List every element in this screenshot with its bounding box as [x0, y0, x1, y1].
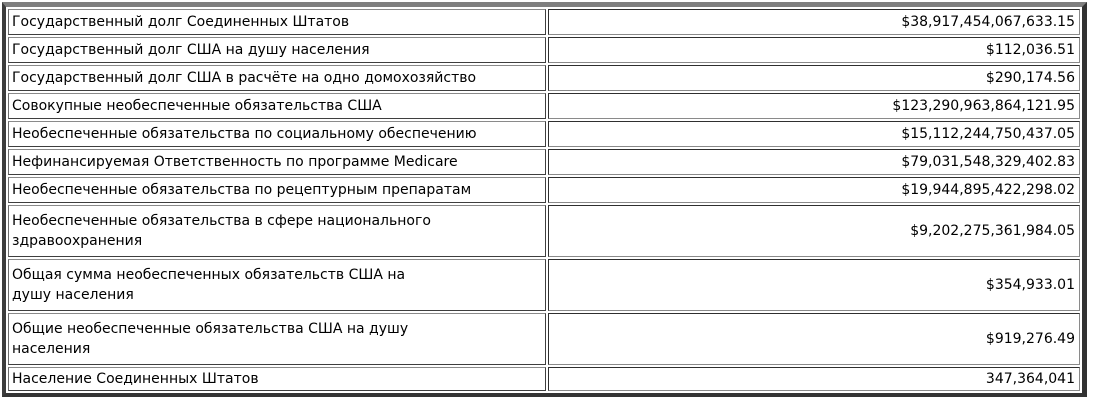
- row-value: $112,036.51: [548, 37, 1080, 63]
- table-row: Необеспеченные обязательства в сфере нац…: [8, 205, 1080, 257]
- row-label-text: Необеспеченные обязательства в сфере нац…: [12, 212, 431, 249]
- row-label-text: Государственный долг США в расчёте на од…: [12, 69, 477, 86]
- table-row: Государственный долг Соединенных Штатов …: [8, 9, 1080, 35]
- row-label: Государственный долг Соединенных Штатов: [8, 9, 546, 35]
- row-label: Население Соединенных Штатов: [8, 367, 546, 392]
- row-value: $354,933.01: [548, 259, 1080, 311]
- row-value: $79,031,548,329,402.83: [548, 149, 1080, 175]
- row-value: $9,202,275,361,984.05: [548, 205, 1080, 257]
- row-label: Необеспеченные обязательства в сфере нац…: [8, 205, 546, 257]
- table-row: Население Соединенных Штатов 347,364,041: [8, 367, 1080, 392]
- row-label-text: Необеспеченные обязательства по рецептур…: [12, 181, 472, 198]
- row-label-text: Совокупные необеспеченные обязательства …: [12, 97, 382, 114]
- row-value: $123,290,963,864,121.95: [548, 93, 1080, 119]
- row-label-text: Необеспеченные обязательства по социальн…: [12, 125, 477, 142]
- row-label: Государственный долг США в расчёте на од…: [8, 65, 546, 91]
- row-label: Совокупные необеспеченные обязательства …: [8, 93, 546, 119]
- table-row: Государственный долг США в расчёте на од…: [8, 65, 1080, 91]
- table-row: Общие необеспеченные обязательства США н…: [8, 313, 1080, 365]
- row-label: Государственный долг США на душу населен…: [8, 37, 546, 63]
- debt-statistics-table: Государственный долг Соединенных Штатов …: [2, 2, 1087, 398]
- table-row: Необеспеченные обязательства по рецептур…: [8, 177, 1080, 203]
- table-row: Нефинансируемая Ответственность по прогр…: [8, 149, 1080, 175]
- row-value: $15,112,244,750,437.05: [548, 121, 1080, 147]
- row-value: $290,174.56: [548, 65, 1080, 91]
- row-label-text: Общие необеспеченные обязательства США н…: [12, 320, 409, 357]
- table-row: Государственный долг США на душу населен…: [8, 37, 1080, 63]
- table-row: Совокупные необеспеченные обязательства …: [8, 93, 1080, 119]
- row-label-text: Государственный долг Соединенных Штатов: [12, 13, 350, 30]
- row-value: $19,944,895,422,298.02: [548, 177, 1080, 203]
- row-label-text: Население Соединенных Штатов: [12, 371, 259, 387]
- row-value: 347,364,041: [548, 367, 1080, 392]
- table-row: Общая сумма необеспеченных обязательств …: [8, 259, 1080, 311]
- table-row: Необеспеченные обязательства по социальн…: [8, 121, 1080, 147]
- row-value: $38,917,454,067,633.15: [548, 9, 1080, 35]
- row-label-text: Государственный долг США на душу населен…: [12, 41, 370, 58]
- row-label: Необеспеченные обязательства по социальн…: [8, 121, 546, 147]
- row-label-text: Общая сумма необеспеченных обязательств …: [12, 266, 406, 303]
- row-label: Нефинансируемая Ответственность по прогр…: [8, 149, 546, 175]
- row-label: Необеспеченные обязательства по рецептур…: [8, 177, 546, 203]
- row-label: Общая сумма необеспеченных обязательств …: [8, 259, 546, 311]
- row-label-text: Нефинансируемая Ответственность по прогр…: [12, 153, 458, 170]
- row-value: $919,276.49: [548, 313, 1080, 365]
- row-label: Общие необеспеченные обязательства США н…: [8, 313, 546, 365]
